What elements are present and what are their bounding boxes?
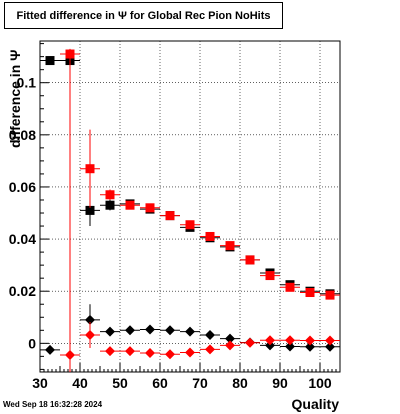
data-point-square: [225, 241, 235, 251]
data-point-diamond: [165, 325, 175, 336]
data-point-diamond: [85, 329, 95, 340]
y-tick-label: 0.04: [9, 231, 36, 247]
data-point-diamond: [285, 335, 295, 346]
y-tick-label: 0.1: [17, 75, 37, 91]
data-point-diamond: [85, 314, 95, 325]
data-point-square: [105, 200, 115, 210]
data-point-diamond: [285, 341, 295, 352]
data-point-square: [205, 231, 215, 241]
data-point-square: [105, 190, 115, 200]
data-point-diamond: [165, 349, 175, 360]
data-point-diamond: [205, 329, 215, 340]
timestamp: Wed Sep 18 16:32:28 2024: [3, 400, 103, 409]
data-point-square: [85, 164, 95, 174]
data-point-square: [245, 255, 255, 265]
data-point-diamond: [65, 350, 75, 361]
data-point-diamond: [185, 326, 195, 337]
x-tick-label: 50: [112, 375, 128, 391]
data-point-square: [185, 220, 195, 230]
data-point-diamond: [225, 340, 235, 351]
data-point-diamond: [125, 346, 135, 357]
data-point-diamond: [325, 341, 335, 352]
y-tick-label: 0: [28, 335, 36, 351]
data-point-square: [125, 200, 135, 210]
data-point-diamond: [265, 335, 275, 346]
data-point-square: [165, 211, 175, 221]
data-point-diamond: [125, 325, 135, 336]
x-tick-label: 70: [192, 375, 208, 391]
data-point-square: [265, 271, 275, 281]
data-point-diamond: [145, 347, 155, 358]
data-point-square: [305, 288, 315, 298]
data-point-diamond: [305, 335, 315, 346]
data-point-square: [285, 282, 295, 292]
y-axis-label: difference in Ψ: [7, 49, 23, 148]
x-tick-label: 90: [272, 375, 288, 391]
y-tick-label: 0.06: [9, 179, 36, 195]
data-point-diamond: [185, 347, 195, 358]
data-point-square: [325, 290, 335, 300]
data-point-diamond: [305, 341, 315, 352]
data-point-square: [145, 203, 155, 213]
data-point-square: [65, 49, 75, 59]
data-point-diamond: [225, 333, 235, 344]
data-point-diamond: [45, 344, 55, 355]
data-point-diamond: [105, 346, 115, 357]
x-tick-label: 100: [308, 375, 332, 391]
data-point-diamond: [245, 337, 255, 348]
data-point-diamond: [105, 326, 115, 337]
data-point-square: [45, 56, 55, 66]
x-tick-label: 80: [232, 375, 248, 391]
chart-title: Fitted difference in Ψ for Global Rec Pi…: [4, 2, 283, 29]
y-tick-label: 0.08: [9, 127, 36, 143]
y-tick-label: 0.02: [9, 283, 36, 299]
x-tick-label: 40: [72, 375, 88, 391]
data-point-square: [85, 205, 95, 215]
data-point-diamond: [325, 335, 335, 346]
data-point-diamond: [145, 324, 155, 335]
plot-frame: [39, 40, 341, 373]
x-tick-label: 60: [152, 375, 168, 391]
data-point-diamond: [265, 340, 275, 351]
x-axis-label: Quality: [291, 396, 339, 412]
x-tick-label: 30: [32, 375, 48, 391]
data-point-diamond: [205, 344, 215, 355]
